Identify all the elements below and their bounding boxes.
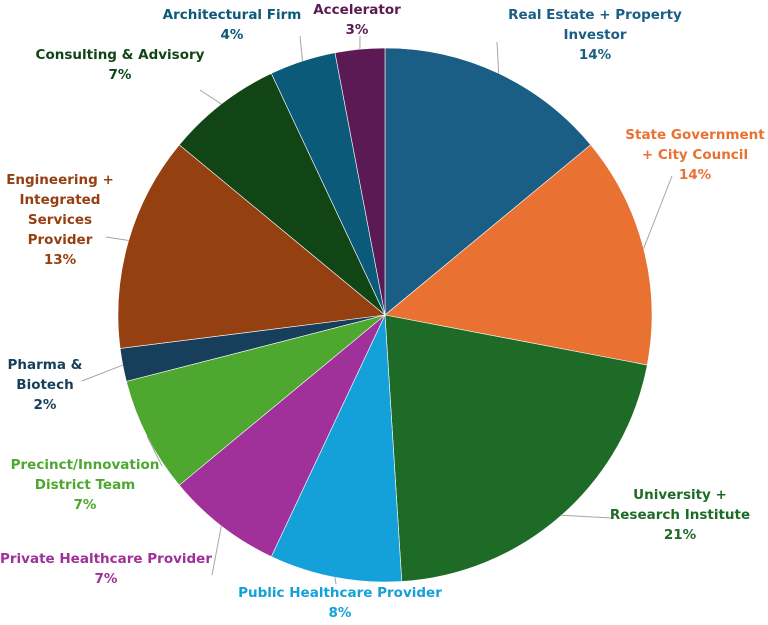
- category-label: Engineering + Integrated Services Provid…: [6, 172, 114, 248]
- slice-label: Pharma & Biotech 2%: [3, 355, 88, 415]
- category-label: Accelerator: [313, 2, 401, 18]
- pie-slice: [384, 47, 592, 316]
- slice-label: Public Healthcare Provider 8%: [235, 583, 445, 623]
- pie-slice: [126, 314, 386, 486]
- value-label: 4%: [220, 27, 244, 43]
- value-label: 3%: [345, 22, 369, 38]
- pie-slice: [178, 314, 386, 557]
- leader-line: [299, 35, 303, 62]
- value-label: 13%: [43, 252, 77, 268]
- category-label: State Government + City Council: [625, 127, 765, 163]
- leader-line: [643, 175, 673, 249]
- leader-line: [199, 89, 222, 105]
- leader-line: [496, 41, 500, 74]
- value-label: 7%: [73, 497, 97, 513]
- slice-label: Precinct/Innovation District Team 7%: [3, 455, 168, 515]
- category-label: Private Healthcare Provider: [0, 551, 212, 567]
- category-label: University + Research Institute: [609, 487, 751, 523]
- slice-label: Accelerator 3%: [302, 0, 412, 40]
- leader-line: [81, 364, 123, 382]
- value-label: 14%: [578, 47, 612, 63]
- leader-line: [146, 435, 163, 467]
- pie-slice: [178, 73, 386, 316]
- value-label: 7%: [108, 67, 132, 83]
- leader-line: [334, 577, 337, 585]
- category-label: Pharma & Biotech: [7, 357, 83, 393]
- category-label: Precinct/Innovation District Team: [10, 457, 160, 493]
- category-label: Public Healthcare Provider: [238, 585, 442, 601]
- slice-label: Private Healthcare Provider 7%: [0, 549, 214, 589]
- leader-line: [561, 514, 613, 519]
- value-label: 14%: [678, 167, 712, 183]
- slice-label: Real Estate + Property Investor 14%: [505, 5, 685, 65]
- value-label: 8%: [328, 605, 352, 621]
- slice-label: Architectural Firm 4%: [157, 5, 307, 45]
- category-label: Consulting & Advisory: [35, 47, 205, 63]
- slice-label: Engineering + Integrated Services Provid…: [6, 170, 114, 270]
- slice-label: State Government + City Council 14%: [620, 125, 768, 185]
- slice-label: University + Research Institute 21%: [605, 485, 755, 545]
- pie-slice: [384, 144, 653, 366]
- category-label: Real Estate + Property Investor: [508, 7, 682, 43]
- slice-label: Consulting & Advisory 7%: [28, 45, 213, 85]
- category-label: Architectural Firm: [162, 7, 302, 23]
- leader-line: [211, 525, 222, 576]
- value-label: 7%: [94, 571, 118, 587]
- pie-slice: [117, 144, 386, 349]
- value-label: 21%: [663, 527, 697, 543]
- leader-line: [105, 236, 129, 242]
- value-label: 2%: [33, 397, 57, 413]
